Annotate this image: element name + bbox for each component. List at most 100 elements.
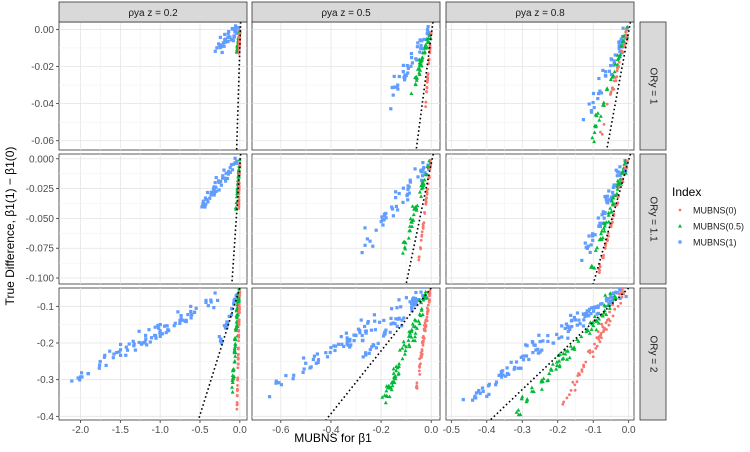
data-point <box>184 320 188 324</box>
data-point <box>217 335 221 339</box>
data-point <box>225 39 229 43</box>
data-point <box>591 355 595 359</box>
data-point <box>597 316 601 321</box>
data-point <box>602 254 605 257</box>
data-point <box>624 294 628 299</box>
data-point <box>229 313 234 317</box>
data-point <box>189 309 193 313</box>
data-point <box>364 331 368 335</box>
data-point <box>568 326 572 330</box>
data-point <box>396 83 400 87</box>
data-point <box>98 359 102 364</box>
data-point <box>230 373 235 377</box>
data-point <box>421 341 424 345</box>
data-point <box>593 305 597 309</box>
data-point <box>404 296 408 300</box>
data-point <box>597 118 602 122</box>
data-point <box>235 407 239 411</box>
data-point <box>219 180 223 184</box>
data-point <box>602 310 607 315</box>
data-points <box>70 288 242 411</box>
data-point <box>328 350 332 355</box>
y-tick-label: -0.3 <box>37 375 55 386</box>
data-point <box>618 296 622 300</box>
data-point <box>621 50 625 54</box>
data-point <box>234 328 238 332</box>
data-point <box>233 156 237 160</box>
data-point <box>384 216 388 220</box>
data-point <box>391 371 396 375</box>
data-point <box>611 303 614 307</box>
data-point <box>401 186 405 190</box>
data-point <box>203 196 207 200</box>
data-point <box>206 200 210 204</box>
data-point <box>416 41 420 45</box>
data-point <box>618 165 622 169</box>
data-point <box>618 173 622 177</box>
data-point <box>541 339 545 343</box>
data-point <box>236 353 240 357</box>
data-point <box>487 382 491 386</box>
data-point <box>233 30 237 34</box>
data-point <box>591 238 595 242</box>
data-point <box>173 321 177 325</box>
data-point <box>426 25 430 29</box>
data-point <box>220 340 224 344</box>
data-point <box>524 354 529 358</box>
data-point <box>525 397 530 401</box>
data-point <box>223 40 227 44</box>
data-point <box>603 247 607 250</box>
strips-layer: ρya z = 0.2 ρya z = 0.5 ρya z = 0.8 ORy = 1… <box>58 1 667 421</box>
data-point <box>419 186 424 191</box>
data-point <box>378 320 382 324</box>
gridlines <box>446 22 634 150</box>
y-tick-label: -0.2 <box>37 339 55 350</box>
data-point <box>194 306 198 310</box>
data-point <box>236 376 240 380</box>
panel-r3-c1 <box>58 287 248 421</box>
data-point <box>409 219 414 224</box>
data-point <box>406 187 410 191</box>
data-point <box>103 353 107 357</box>
data-point <box>396 87 400 91</box>
data-point <box>238 164 242 167</box>
data-point <box>201 202 205 206</box>
data-point <box>611 194 615 198</box>
data-point <box>420 312 425 317</box>
data-point <box>315 352 319 356</box>
data-point <box>423 46 428 50</box>
data-point <box>409 64 413 68</box>
data-point <box>425 319 429 322</box>
data-point <box>613 193 618 197</box>
y-tick-label: -0.075 <box>26 244 55 255</box>
data-point <box>619 301 623 305</box>
data-point <box>324 351 328 355</box>
data-point <box>419 194 424 198</box>
legend-item-1: MUBNS(0) <box>678 206 737 216</box>
x-tick-label: -0.5 <box>191 425 209 436</box>
data-point <box>519 355 523 359</box>
data-point <box>223 32 227 36</box>
data-point <box>616 304 620 308</box>
data-point <box>474 391 478 395</box>
data-point <box>236 356 240 360</box>
data-point <box>425 312 429 316</box>
x-tick-label: -0.6 <box>272 425 290 436</box>
data-point <box>231 375 236 380</box>
data-point <box>617 170 621 174</box>
data-point <box>565 357 569 361</box>
data-point <box>401 63 405 67</box>
data-point <box>223 176 227 180</box>
data-point <box>409 334 414 339</box>
data-point <box>419 308 424 312</box>
data-point <box>309 365 313 369</box>
data-point <box>316 358 321 362</box>
data-point <box>561 402 565 406</box>
data-point <box>124 353 128 357</box>
data-point <box>410 309 414 313</box>
data-point <box>206 304 210 308</box>
data-point <box>567 355 572 360</box>
column-strip-label: ρya z = 0.2 <box>128 8 178 19</box>
data-point <box>384 328 388 332</box>
data-point <box>549 368 554 372</box>
